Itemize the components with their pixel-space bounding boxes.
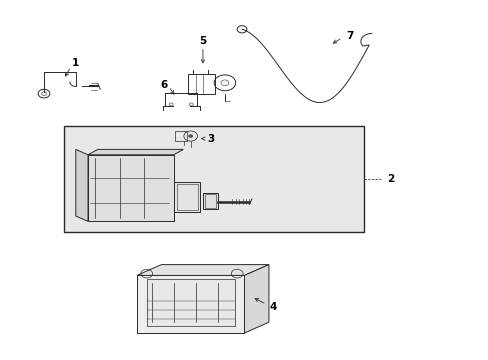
Bar: [203, 193, 217, 209]
Bar: [173, 182, 200, 212]
Bar: [88, 155, 173, 221]
Bar: [174, 131, 186, 141]
Bar: [146, 279, 234, 326]
Bar: [188, 74, 215, 94]
Text: 5: 5: [199, 36, 206, 46]
Bar: [176, 184, 197, 210]
Text: 1: 1: [72, 58, 79, 68]
Bar: [63, 126, 364, 232]
Bar: [204, 194, 215, 208]
Text: 2: 2: [387, 174, 394, 184]
Text: 3: 3: [207, 134, 214, 144]
Polygon shape: [88, 149, 183, 155]
Polygon shape: [76, 149, 88, 221]
Polygon shape: [244, 265, 268, 333]
Polygon shape: [137, 265, 268, 275]
Text: 7: 7: [345, 31, 353, 41]
Circle shape: [188, 134, 193, 138]
Bar: [137, 275, 244, 333]
Text: 4: 4: [268, 302, 276, 312]
Text: 6: 6: [161, 80, 167, 90]
